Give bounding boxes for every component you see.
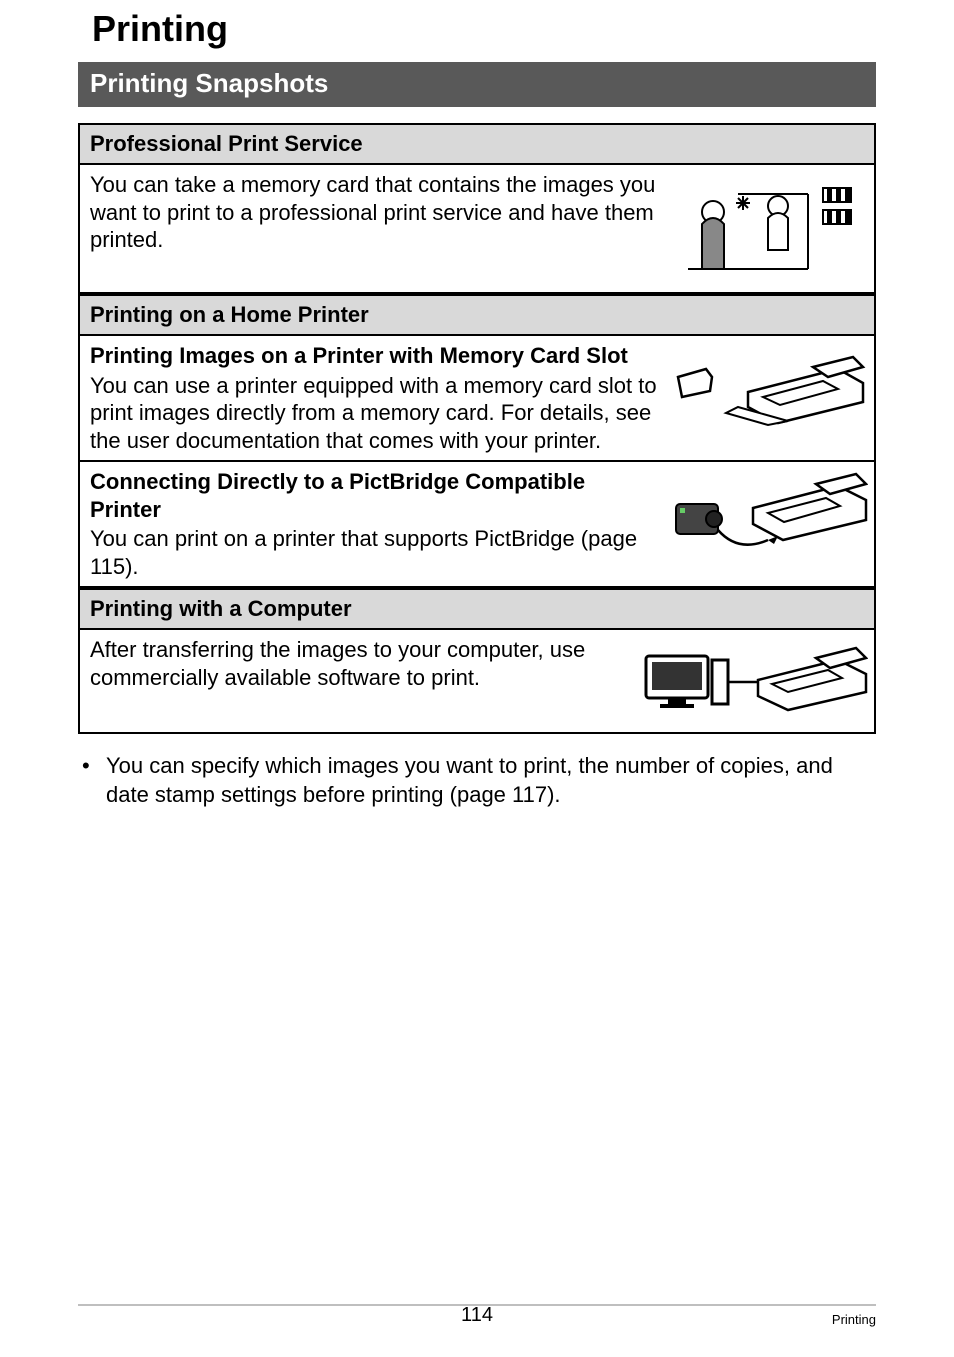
- illustration-pictbridge-icon: [668, 468, 868, 558]
- illustration-print-service-icon: [668, 171, 868, 286]
- illustration-memory-card-printer-icon: [668, 342, 868, 432]
- row-desc-memory-card: You can use a printer equipped with a me…: [90, 373, 657, 453]
- footer-chapter: Printing: [832, 1312, 876, 1327]
- bullet-text: You can specify which images you want to…: [106, 752, 872, 809]
- row-body-professional: You can take a memory card that contains…: [80, 165, 874, 294]
- illustration-computer-printer-icon: [638, 636, 868, 726]
- page-title: Printing: [78, 0, 876, 56]
- page-number: 114: [461, 1304, 493, 1327]
- bullet-dot-icon: •: [82, 752, 96, 809]
- row-text-professional: You can take a memory card that contains…: [90, 171, 658, 254]
- page: Printing Printing Snapshots Professional…: [0, 0, 954, 1357]
- row-header-professional: Professional Print Service: [80, 123, 874, 165]
- row-desc-pictbridge: You can print on a printer that supports…: [90, 526, 637, 579]
- row-body-pictbridge: Connecting Directly to a PictBridge Comp…: [80, 462, 874, 588]
- page-footer: 114 Printing: [78, 1304, 876, 1327]
- row-text-computer: After transferring the images to your co…: [90, 636, 628, 691]
- row-body-computer: After transferring the images to your co…: [80, 630, 874, 732]
- row-header-computer: Printing with a Computer: [80, 588, 874, 630]
- row-body-memory-card-printer: Printing Images on a Printer with Memory…: [80, 336, 874, 462]
- row-text-pictbridge: Connecting Directly to a PictBridge Comp…: [90, 468, 658, 580]
- section-title: Printing Snapshots: [78, 62, 876, 107]
- topic-table: Professional Print Service You can take …: [78, 123, 876, 734]
- row-subtitle-memory-card: Printing Images on a Printer with Memory…: [90, 342, 658, 370]
- bullet-note: • You can specify which images you want …: [78, 752, 876, 809]
- row-subtitle-pictbridge: Connecting Directly to a PictBridge Comp…: [90, 468, 658, 523]
- row-header-home-printer: Printing on a Home Printer: [80, 294, 874, 336]
- row-text-memory-card-printer: Printing Images on a Printer with Memory…: [90, 342, 658, 454]
